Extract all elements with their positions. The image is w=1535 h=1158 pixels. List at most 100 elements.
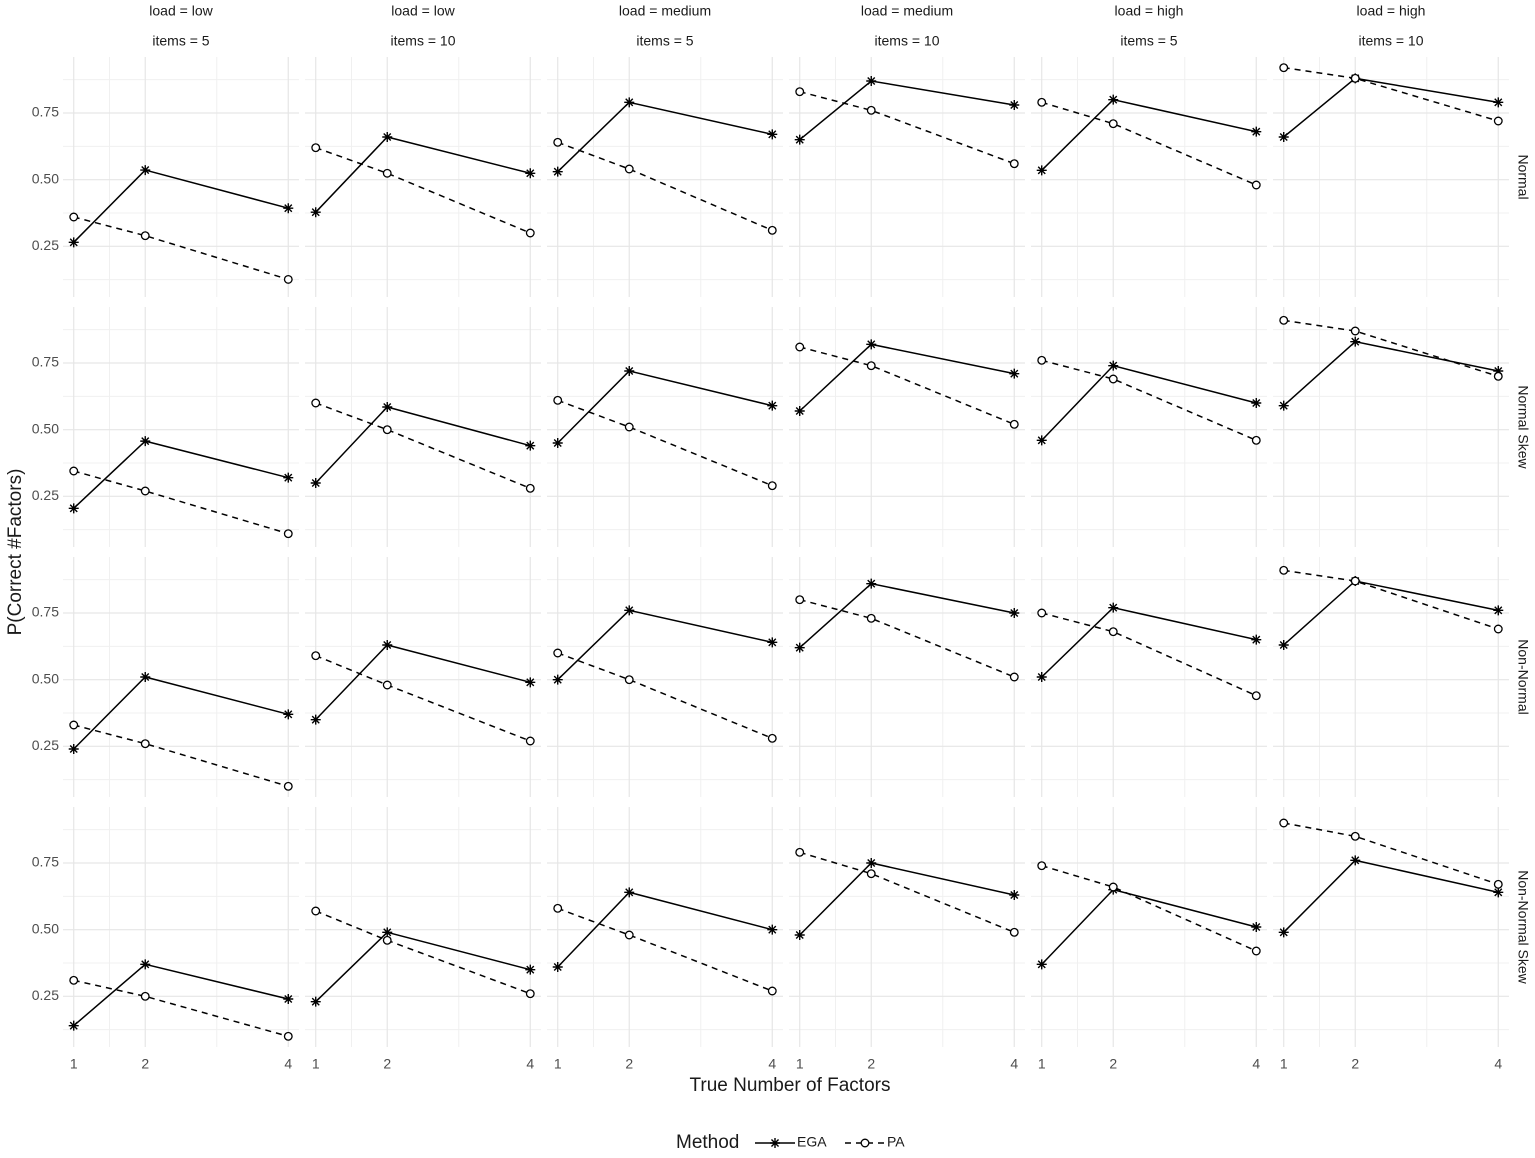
marker [767, 637, 778, 648]
marker [382, 132, 393, 142]
marker [69, 466, 79, 476]
marker [866, 361, 876, 371]
line [799, 851, 1015, 934]
marker [1279, 818, 1289, 828]
marker [767, 986, 777, 996]
marker [283, 274, 293, 284]
marker [1493, 366, 1504, 376]
x-tick-label: 2 [625, 1056, 633, 1072]
marker [68, 503, 79, 514]
marker [624, 97, 635, 108]
panel [305, 557, 541, 797]
marker [553, 903, 563, 913]
marker [283, 781, 293, 791]
line [557, 652, 773, 740]
marker [794, 930, 805, 940]
marker [283, 529, 293, 539]
y-tick-label: 0.25 [32, 487, 59, 503]
strip-label: items = 10 [875, 33, 940, 49]
marker [140, 231, 150, 241]
marker [1108, 602, 1119, 613]
marker [866, 76, 877, 86]
panel [1031, 807, 1267, 1047]
marker [1251, 180, 1261, 190]
marker [795, 342, 805, 352]
panel [789, 807, 1025, 1047]
marker [552, 438, 563, 448]
x-tick-label: 4 [768, 1056, 776, 1072]
marker [767, 733, 777, 743]
marker [283, 994, 294, 1004]
line [315, 931, 531, 1003]
line [315, 146, 531, 234]
line [1041, 101, 1257, 186]
marker [525, 677, 536, 688]
marker [283, 709, 294, 720]
marker [624, 422, 634, 432]
marker [1251, 946, 1261, 956]
panel [1273, 807, 1509, 1047]
panel [789, 307, 1025, 547]
line [799, 598, 1015, 678]
line [799, 862, 1015, 936]
marker [1251, 126, 1262, 137]
marker [866, 339, 877, 350]
marker [794, 134, 805, 145]
y-tick-label: 0.75 [32, 354, 59, 370]
x-tick-label: 4 [1010, 1056, 1018, 1072]
marker [382, 168, 392, 178]
x-tick-label: 1 [554, 1056, 562, 1072]
marker [310, 207, 321, 218]
marker [795, 87, 805, 97]
panel [305, 807, 541, 1047]
marker [1108, 119, 1118, 129]
marker [1493, 624, 1503, 634]
marker [1108, 360, 1119, 371]
marker [310, 478, 321, 488]
marker [1036, 959, 1047, 970]
line [1283, 319, 1499, 378]
marker [310, 714, 321, 725]
marker [1279, 565, 1289, 575]
strip-label: items = 5 [1120, 33, 1177, 49]
strip-label: Normal Skew [1515, 385, 1531, 469]
line [799, 346, 1015, 426]
marker [866, 858, 877, 868]
marker [283, 472, 294, 483]
strip-label: Non-Normal [1515, 639, 1531, 714]
strip-label: load = medium [861, 3, 953, 19]
panel [547, 807, 783, 1047]
marker [624, 675, 634, 685]
line [73, 216, 289, 281]
marker [1009, 368, 1020, 379]
marker [525, 736, 535, 746]
line [73, 169, 289, 243]
y-tick-label: 0.25 [32, 987, 59, 1003]
line [1283, 569, 1499, 630]
marker [1009, 608, 1020, 618]
marker [1108, 94, 1119, 105]
marker [1493, 887, 1504, 898]
marker [624, 605, 635, 616]
marker [1278, 400, 1289, 411]
strip-label: load = low [391, 3, 455, 19]
marker [283, 1031, 293, 1041]
line [799, 90, 1015, 165]
marker [1279, 315, 1289, 325]
marker [382, 402, 393, 412]
marker [866, 613, 876, 623]
marker [795, 595, 805, 605]
line [557, 141, 773, 232]
marker [552, 674, 563, 685]
marker [553, 137, 563, 147]
marker [1251, 922, 1262, 932]
panel [547, 557, 783, 797]
marker [624, 887, 635, 898]
line [1283, 66, 1499, 122]
panel [1273, 57, 1509, 297]
x-axis-title: True Number of Factors [690, 1075, 891, 1096]
line [1041, 888, 1257, 965]
marker [311, 906, 321, 916]
x-tick-label: 4 [1252, 1056, 1260, 1072]
marker [1350, 855, 1361, 866]
